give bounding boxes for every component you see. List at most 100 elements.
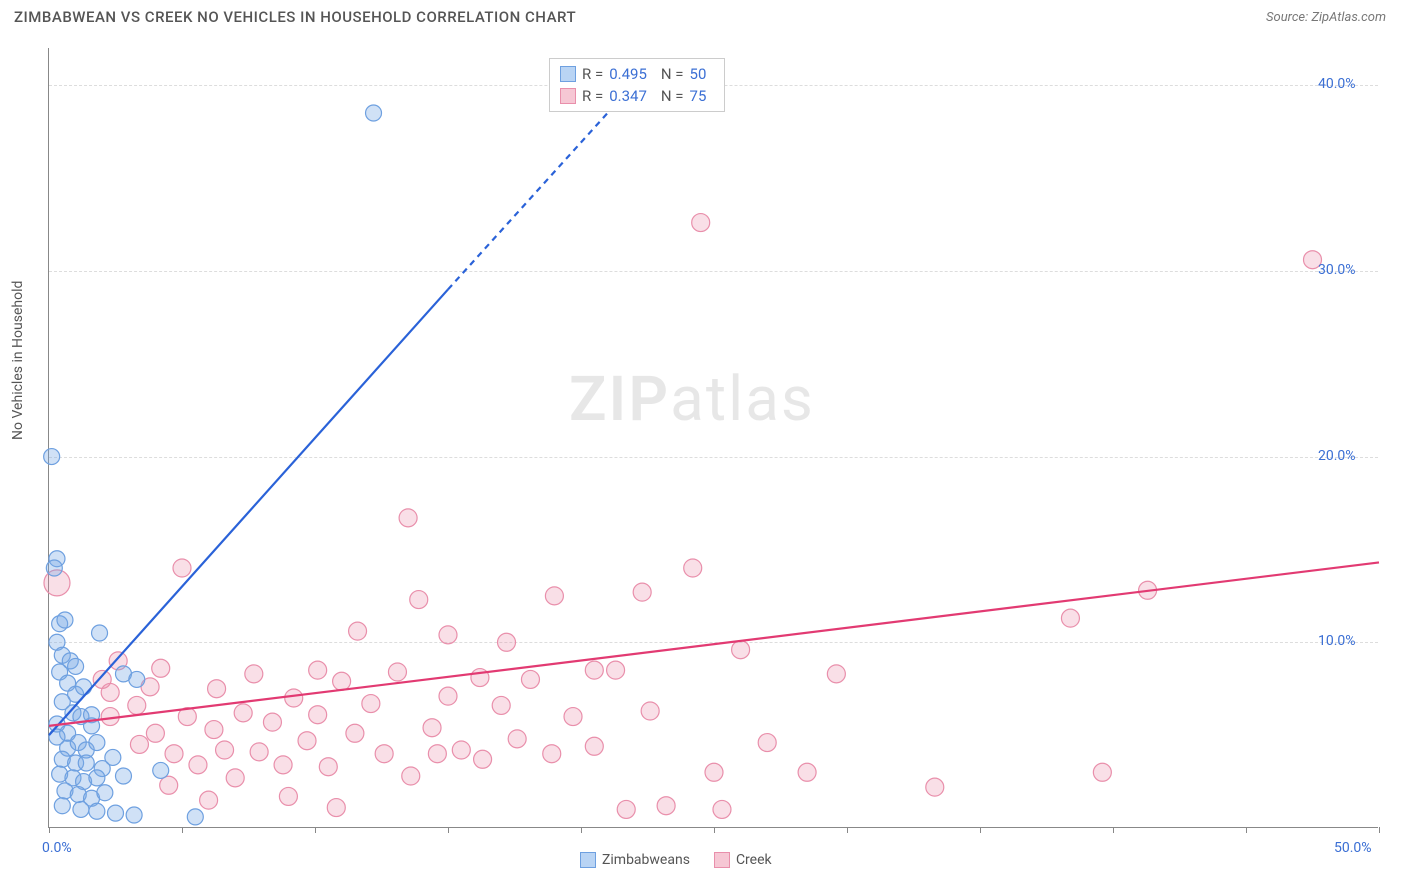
- data-point: [423, 719, 441, 737]
- data-point: [346, 724, 364, 742]
- n-label: N =: [661, 87, 684, 105]
- data-point: [366, 105, 382, 121]
- data-point: [926, 778, 944, 796]
- data-point: [309, 706, 327, 724]
- data-point: [76, 679, 92, 695]
- data-point: [115, 768, 131, 784]
- data-point: [250, 743, 268, 761]
- data-point: [827, 665, 845, 683]
- legend-label: Zimbabweans: [602, 852, 690, 868]
- data-point: [89, 770, 105, 786]
- x-tick: [49, 827, 50, 833]
- data-point: [205, 721, 223, 739]
- data-point: [705, 763, 723, 781]
- chart-title: ZIMBABWEAN VS CREEK NO VEHICLES IN HOUSE…: [14, 8, 576, 26]
- data-point: [692, 214, 710, 232]
- data-point: [54, 798, 70, 814]
- x-tick: [1379, 827, 1380, 833]
- data-point: [474, 750, 492, 768]
- y-tick-label: 40.0%: [1318, 76, 1356, 92]
- x-tick: [847, 827, 848, 833]
- data-point: [1093, 763, 1111, 781]
- legend-item: Creek: [714, 852, 772, 868]
- data-point: [216, 741, 234, 759]
- legend-label: Creek: [736, 852, 772, 868]
- data-point: [657, 797, 675, 815]
- data-point: [126, 807, 142, 823]
- data-point: [428, 745, 446, 763]
- data-point: [152, 659, 170, 677]
- x-tick: [1246, 827, 1247, 833]
- data-point: [521, 670, 539, 688]
- swatch-icon: [560, 66, 576, 82]
- x-tick: [315, 827, 316, 833]
- data-point: [208, 680, 226, 698]
- data-point: [545, 587, 563, 605]
- data-point: [46, 560, 62, 576]
- n-value: 50: [690, 65, 707, 83]
- legend: Zimbabweans Creek: [580, 852, 772, 868]
- x-tick-label: 50.0%: [1334, 840, 1372, 856]
- data-point: [73, 801, 89, 817]
- data-point: [57, 612, 73, 628]
- data-point: [798, 763, 816, 781]
- data-point: [309, 661, 327, 679]
- r-value: 0.495: [609, 65, 647, 83]
- n-value: 75: [690, 87, 707, 105]
- data-point: [105, 749, 121, 765]
- data-point: [298, 732, 316, 750]
- data-point: [274, 756, 292, 774]
- data-point: [189, 756, 207, 774]
- data-point: [585, 661, 603, 679]
- data-point: [279, 787, 297, 805]
- data-point: [89, 735, 105, 751]
- source-attribution: Source: ZipAtlas.com: [1266, 10, 1386, 25]
- data-point: [130, 735, 148, 753]
- y-tick-label: 30.0%: [1318, 262, 1356, 278]
- data-point: [452, 741, 470, 759]
- data-point: [508, 730, 526, 748]
- legend-item: Zimbabweans: [580, 852, 690, 868]
- data-point: [758, 734, 776, 752]
- x-tick: [581, 827, 582, 833]
- r-label: R =: [582, 65, 603, 83]
- x-tick: [980, 827, 981, 833]
- data-point: [234, 704, 252, 722]
- data-point: [713, 800, 731, 818]
- data-point: [165, 745, 183, 763]
- data-point: [498, 633, 516, 651]
- data-point: [92, 625, 108, 641]
- data-point: [439, 626, 457, 644]
- data-point: [319, 758, 337, 776]
- data-point: [684, 559, 702, 577]
- data-point: [543, 745, 561, 763]
- data-point: [585, 737, 603, 755]
- data-point: [641, 702, 659, 720]
- y-tick-label: 20.0%: [1318, 448, 1356, 464]
- data-point: [399, 509, 417, 527]
- data-point: [375, 745, 393, 763]
- x-tick: [714, 827, 715, 833]
- data-point: [564, 708, 582, 726]
- data-point: [362, 695, 380, 713]
- n-label: N =: [661, 65, 684, 83]
- x-tick-label: 0.0%: [42, 840, 72, 856]
- r-value: 0.347: [609, 87, 647, 105]
- x-tick: [448, 827, 449, 833]
- correlation-stats-box: R = 0.495 N = 50 R = 0.347 N = 75: [549, 58, 725, 112]
- r-label: R =: [582, 87, 603, 105]
- data-point: [492, 696, 510, 714]
- data-point: [245, 665, 263, 683]
- x-tick: [182, 827, 183, 833]
- data-point: [333, 672, 351, 690]
- data-point: [68, 658, 84, 674]
- data-point: [388, 663, 406, 681]
- data-point: [263, 713, 281, 731]
- chart-plot-area: ZIPatlas R =0.495N =50R =0.347N =75: [48, 48, 1378, 828]
- data-point: [78, 755, 94, 771]
- data-point: [633, 583, 651, 601]
- data-point: [187, 809, 203, 825]
- data-point: [173, 559, 191, 577]
- data-point: [607, 661, 625, 679]
- stats-row: R = 0.495 N = 50: [560, 63, 714, 85]
